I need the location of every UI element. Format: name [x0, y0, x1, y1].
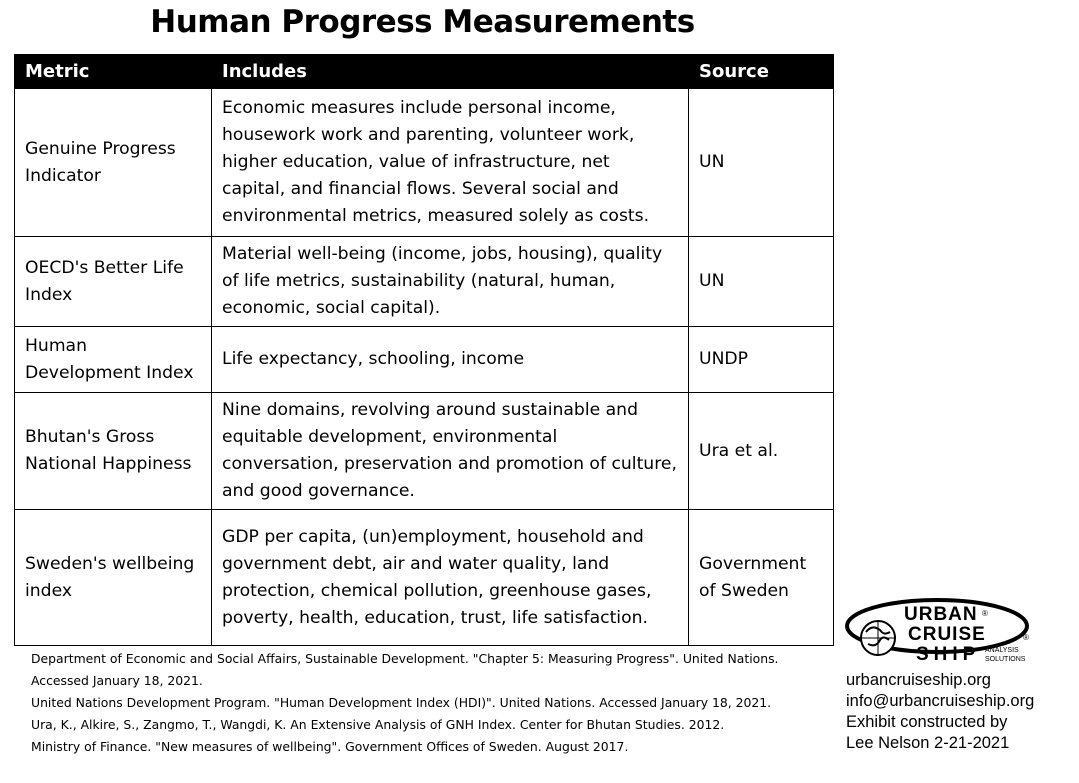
- reference-item: Ura, K., Alkire, S., Zangmo, T., Wangdi,…: [31, 717, 725, 732]
- registered-mark: ®: [1023, 633, 1029, 642]
- source-cell: Government of Sweden: [688, 509, 834, 646]
- references-list: Department of Economic and Social Affair…: [31, 648, 831, 758]
- table-row: Human Development Index Life expectancy,…: [14, 326, 834, 393]
- includes-cell: Nine domains, revolving around sustainab…: [211, 392, 689, 510]
- includes-cell: Material well-being (income, jobs, housi…: [211, 236, 689, 327]
- email-link[interactable]: info@urbancruiseship.org: [846, 692, 1035, 710]
- includes-cell: GDP per capita, (un)employment, househol…: [211, 509, 689, 646]
- header-source: Source: [688, 54, 834, 89]
- source-cell: UN: [688, 236, 834, 327]
- credit-line: Exhibit constructed by: [846, 713, 1008, 731]
- includes-cell: Life expectancy, schooling, income: [211, 326, 689, 393]
- logo-line3: SHIP: [916, 644, 980, 665]
- metric-cell: Sweden's wellbeing index: [14, 509, 212, 646]
- contact-block: urbancruiseship.org info@urbancruiseship…: [846, 670, 1076, 754]
- credit-line: Lee Nelson 2-21-2021: [846, 734, 1010, 752]
- logo-tagline2: SOLUTIONS: [985, 656, 1026, 663]
- reference-item: Ministry of Finance. "New measures of we…: [31, 739, 629, 754]
- metric-cell: Bhutan's Gross National Happiness: [14, 392, 212, 510]
- logo-tagline1: ANALYSIS: [985, 647, 1019, 654]
- table-row: Bhutan's Gross National Happiness Nine d…: [14, 392, 834, 510]
- includes-cell: Economic measures include personal incom…: [211, 88, 689, 237]
- logo-line2: CRUISE: [908, 624, 986, 645]
- page-title: Human Progress Measurements: [150, 4, 695, 40]
- header-metric: Metric: [14, 54, 212, 89]
- urban-cruise-ship-logo: URBAN CRUISE SHIP ANALYSIS SOLUTIONS ® ®: [845, 598, 1029, 665]
- source-cell: Ura et al.: [688, 392, 834, 510]
- table-row: Sweden's wellbeing index GDP per capita,…: [14, 509, 834, 646]
- registered-mark: ®: [982, 609, 988, 618]
- logo-line1: URBAN: [904, 604, 978, 625]
- table-row: Genuine Progress Indicator Economic meas…: [14, 88, 834, 237]
- reference-item: Department of Economic and Social Affair…: [31, 651, 779, 688]
- reference-item: United Nations Development Program. "Hum…: [31, 695, 772, 710]
- source-cell: UNDP: [688, 326, 834, 393]
- metrics-table: Metric Includes Source Genuine Progress …: [14, 54, 834, 646]
- table-row: OECD's Better Life Index Material well-b…: [14, 236, 834, 327]
- table-header-row: Metric Includes Source: [14, 54, 834, 89]
- metric-cell: Human Development Index: [14, 326, 212, 393]
- source-cell: UN: [688, 88, 834, 237]
- metric-cell: Genuine Progress Indicator: [14, 88, 212, 237]
- header-includes: Includes: [211, 54, 689, 89]
- metric-cell: OECD's Better Life Index: [14, 236, 212, 327]
- website-link[interactable]: urbancruiseship.org: [846, 671, 991, 689]
